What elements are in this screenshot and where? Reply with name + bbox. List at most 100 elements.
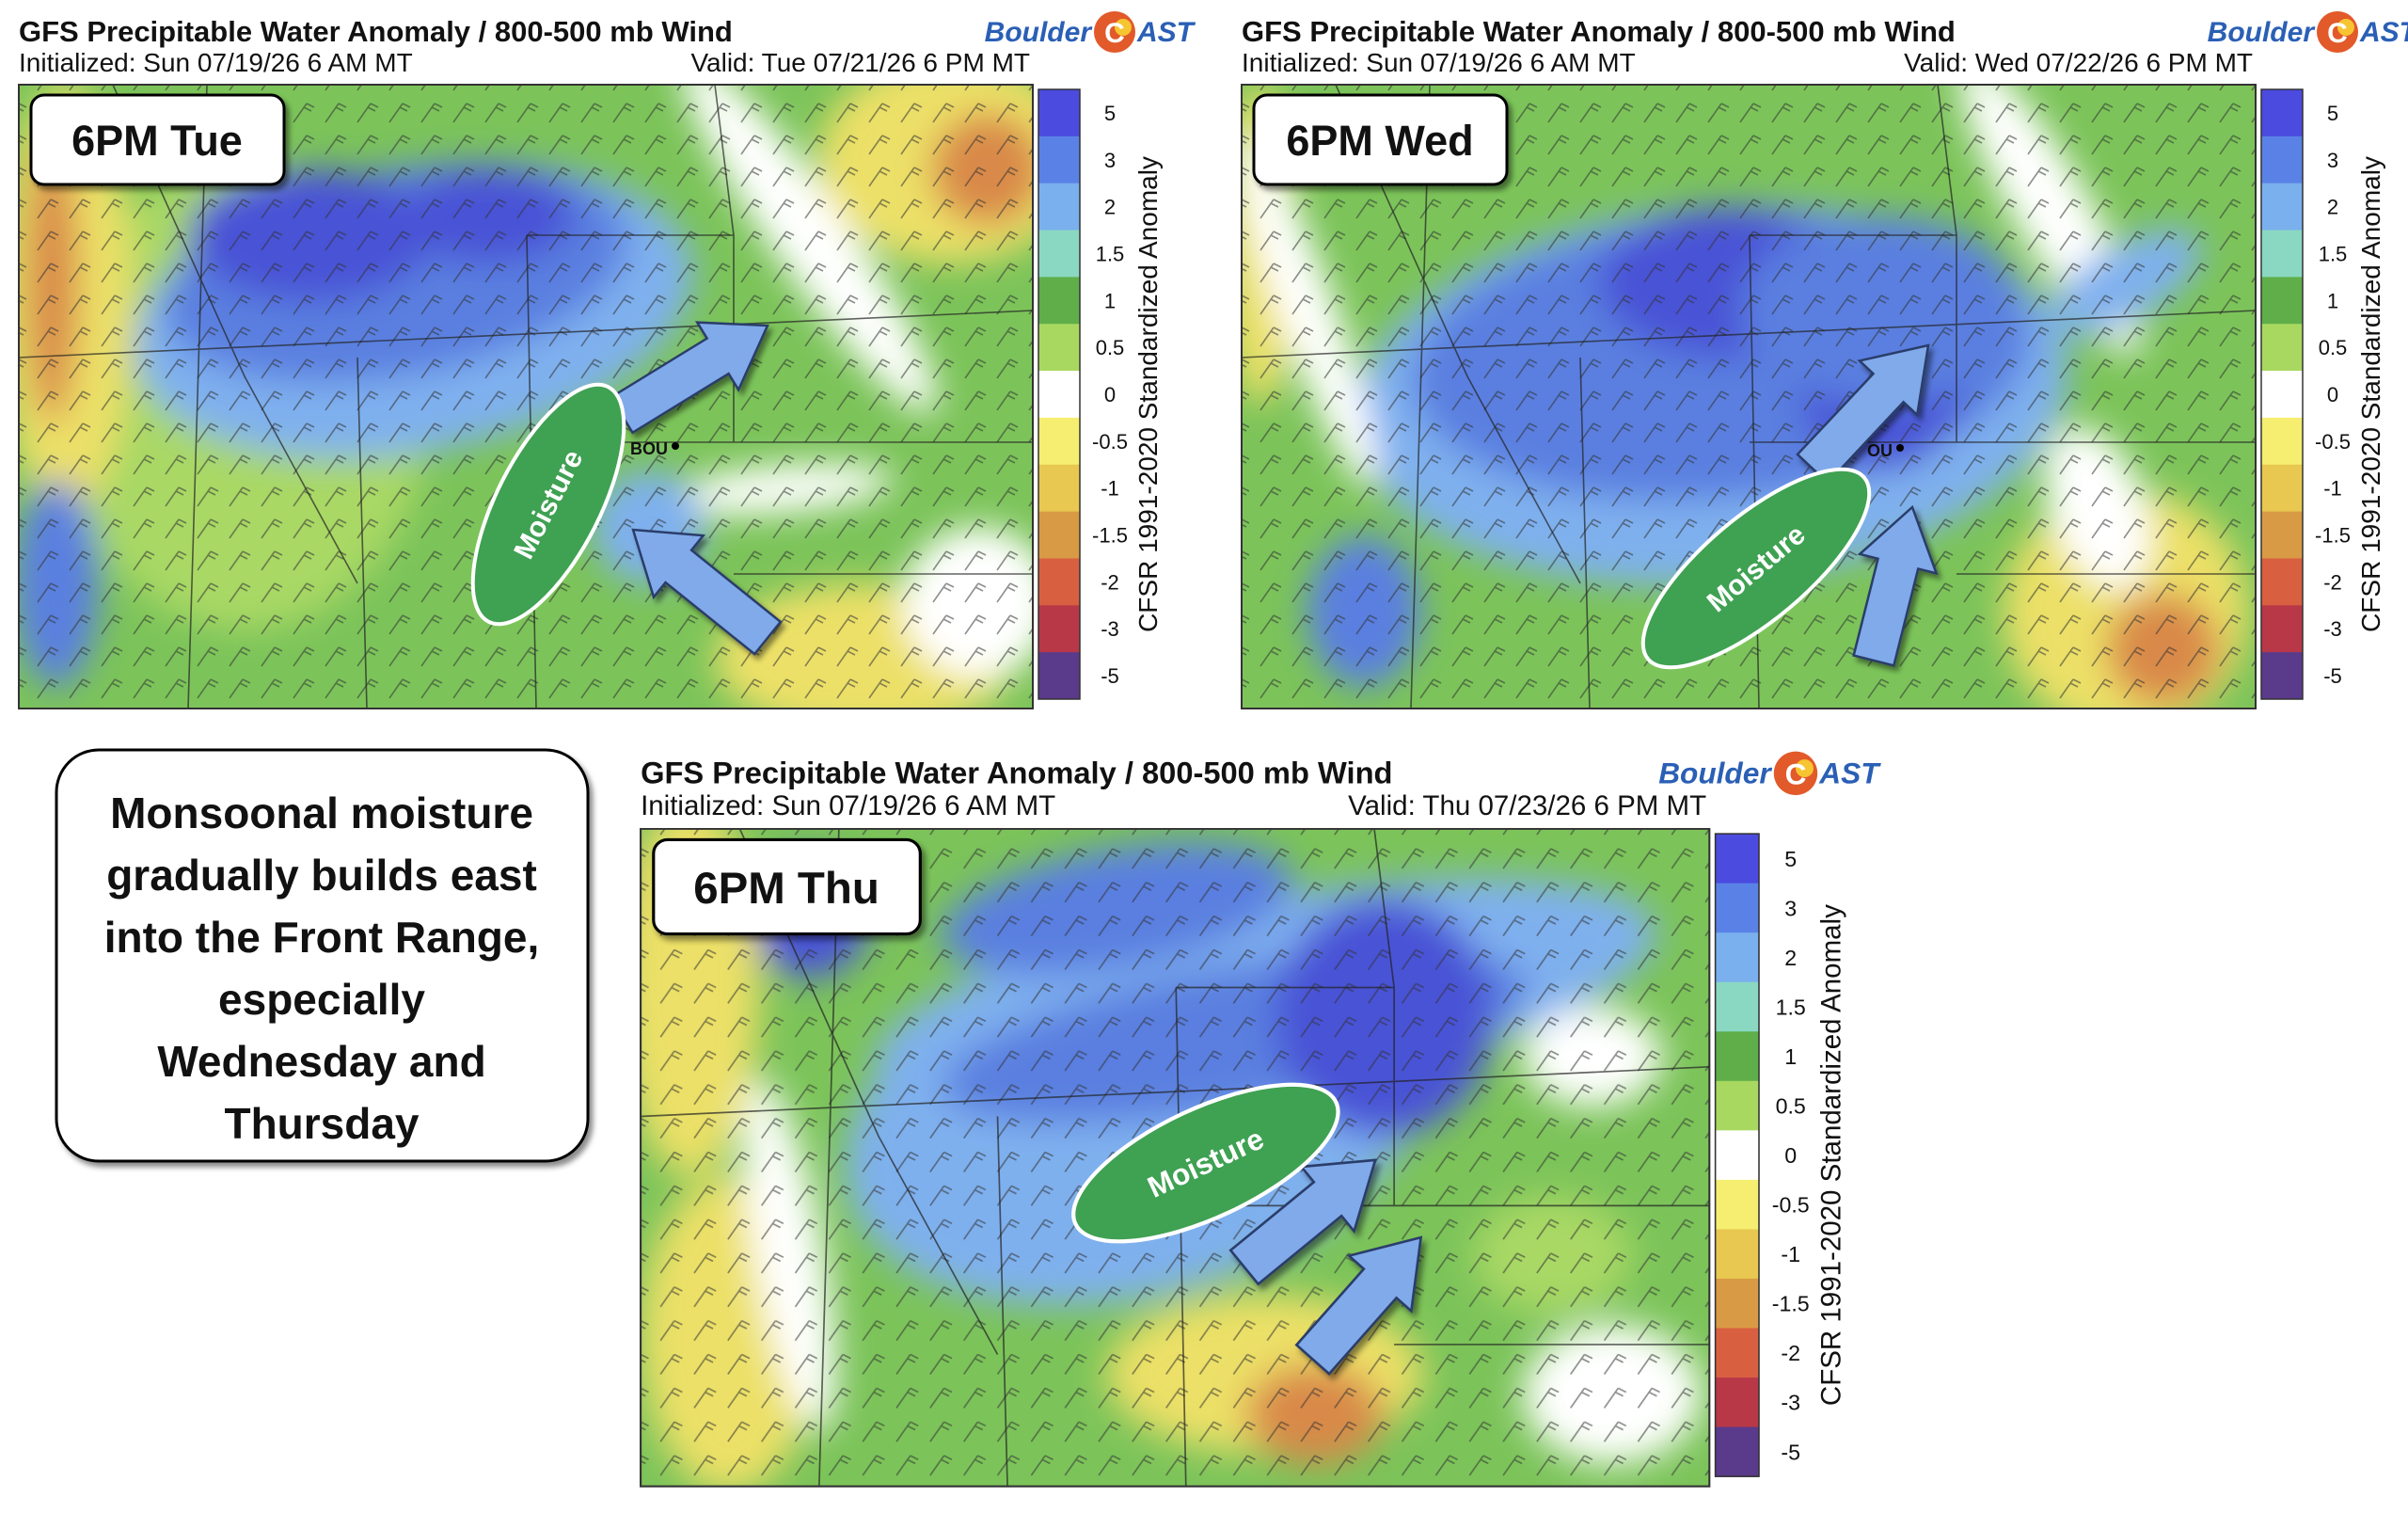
map-title: GFS Precipitable Water Anomaly / 800-500… [641, 755, 1392, 789]
arrow [1796, 343, 1930, 485]
logo: Boulder C AST [2208, 11, 2408, 53]
colorbar-label: CFSR 1991-2020 Standardized Anomaly [2356, 156, 2385, 632]
colorbar-segment [2261, 324, 2303, 372]
colorbar-segment [1715, 834, 1759, 884]
colorbar-segment [1038, 89, 1080, 137]
arrow [1852, 504, 1939, 667]
colorbar-tick-label: 1 [1784, 1044, 1797, 1069]
colorbar-segment [2261, 183, 2303, 231]
logo-right: AST [1136, 17, 1196, 48]
moisture-ellipse [1640, 467, 1872, 670]
logo-right: AST [1818, 756, 1881, 789]
colorbar-segment [2261, 277, 2303, 325]
arrow [1294, 1235, 1423, 1376]
colorbar-tick-label: -5 [1101, 664, 1119, 688]
colorbar-segment [1715, 1278, 1759, 1330]
caption-line: gradually builds east [106, 851, 537, 900]
colorbar-tick-label: -1 [2323, 477, 2342, 501]
colorbar-segment [1038, 183, 1080, 231]
colorbar-segment [1715, 883, 1759, 933]
colorbar-segment [1715, 1179, 1759, 1230]
colorbar-tick-label: 2 [1104, 196, 1116, 219]
colorbar-tick-label: 0.5 [2319, 336, 2348, 359]
day-label: 6PM Tue [71, 117, 243, 165]
colorbar-segment [1038, 605, 1080, 653]
station-dot [672, 442, 679, 450]
day-label: 6PM Thu [693, 864, 879, 914]
colorbar-segment [2261, 135, 2303, 184]
logo-left: Boulder [1658, 756, 1772, 789]
logo-left: Boulder [2208, 17, 2317, 48]
state-borders [641, 828, 1710, 1487]
colorbar-segment [1038, 511, 1080, 559]
colorbar-tick-label: -0.5 [1772, 1193, 1810, 1218]
colorbar-segment [1715, 1426, 1759, 1477]
colorbar-tick-label: -0.5 [1092, 430, 1128, 454]
colorbar-tick-label: 1.5 [1096, 242, 1125, 265]
station-label: OU [1867, 441, 1893, 460]
colorbar-tick-label: -0.5 [2315, 430, 2351, 454]
colorbar-tick-label: 0.5 [1776, 1094, 1806, 1119]
colorbar-label: CFSR 1991-2020 Standardized Anomaly [1133, 156, 1163, 632]
logo-mark: C [1785, 756, 1807, 790]
station-label: BOU [630, 439, 668, 458]
colorbar-tick-label: -3 [1781, 1391, 1800, 1415]
colorbar-tick-label: -1.5 [1092, 524, 1128, 548]
colorbar-segment [1038, 230, 1080, 278]
map-title: GFS Precipitable Water Anomaly / 800-500… [1242, 15, 1956, 48]
colorbar-segment [1038, 558, 1080, 606]
colorbar-segment [1715, 1378, 1759, 1428]
colorbar-tick-label: 5 [1784, 847, 1797, 871]
caption-line: Monsoonal moisture [110, 788, 533, 837]
logo-mark: C [1104, 18, 1125, 49]
colorbar: 5 3 2 1.5 1 0.5 0 -0.5 -1 -1.5 -2 -3 -5 CFSR 1991-202… [2260, 88, 2385, 700]
arrow [609, 321, 769, 435]
logo-right: AST [2359, 17, 2408, 48]
colorbar-segment [1715, 1080, 1759, 1131]
colorbar-segment [1038, 135, 1080, 184]
caption-line: Thursday [224, 1099, 419, 1148]
colorbar-tick-label: 2 [1784, 946, 1797, 970]
valid-time: Valid: Thu 07/23/26 6 PM MT [1348, 790, 1706, 821]
moisture-ellipse [1071, 1082, 1340, 1244]
logo: Boulder C AST [1658, 751, 1881, 796]
day-label-box [652, 837, 922, 936]
colorbar-tick-label: -3 [2323, 617, 2342, 641]
colorbar-segment [2261, 371, 2303, 419]
arrow [1228, 1158, 1377, 1286]
caption-line: especially [218, 975, 425, 1024]
colorbar-segment [2261, 417, 2303, 466]
caption-line: into the Front Range, [104, 913, 540, 962]
colorbar-segment [1038, 371, 1080, 419]
colorbar-tick-label: -1.5 [2315, 524, 2351, 548]
colorbar-segment [1715, 1328, 1759, 1378]
logo-mark: C [2327, 18, 2348, 49]
colorbar-segment [2261, 230, 2303, 278]
colorbar-tick-label: 3 [2327, 149, 2338, 172]
colorbar-tick-label: 5 [1104, 102, 1116, 125]
colorbar-tick-label: 3 [1104, 149, 1116, 172]
colorbar-tick-label: 0 [1784, 1143, 1797, 1168]
colorbar-tick-label: -1 [1101, 477, 1119, 501]
colorbar-tick-label: 0 [2327, 383, 2338, 406]
init-time: Initialized: Sun 07/19/26 6 AM MT [19, 48, 413, 77]
map [19, 85, 1033, 709]
init-time: Initialized: Sun 07/19/26 6 AM MT [641, 790, 1055, 821]
colorbar-tick-label: -2 [2323, 570, 2342, 594]
colorbar-segment [2261, 464, 2303, 513]
colorbar-tick-label: -5 [2323, 664, 2342, 688]
map-title: GFS Precipitable Water Anomaly / 800-500… [19, 15, 733, 48]
colorbar-tick-label: -1 [1781, 1242, 1800, 1266]
colorbar-segment [1715, 932, 1759, 983]
colorbar-segment [1715, 1130, 1759, 1181]
colorbar-tick-label: 2 [2327, 196, 2338, 219]
arrow [631, 528, 783, 656]
moisture-ellipse [470, 382, 626, 627]
state-borders [1242, 85, 2256, 709]
colorbar-segment [2261, 605, 2303, 653]
caption-box: Monsoonal moisture gradually builds east i… [55, 748, 590, 1163]
colorbar-segment [2261, 558, 2303, 606]
init-time: Initialized: Sun 07/19/26 6 AM MT [1242, 48, 1636, 77]
colorbar-segment [1038, 277, 1080, 325]
